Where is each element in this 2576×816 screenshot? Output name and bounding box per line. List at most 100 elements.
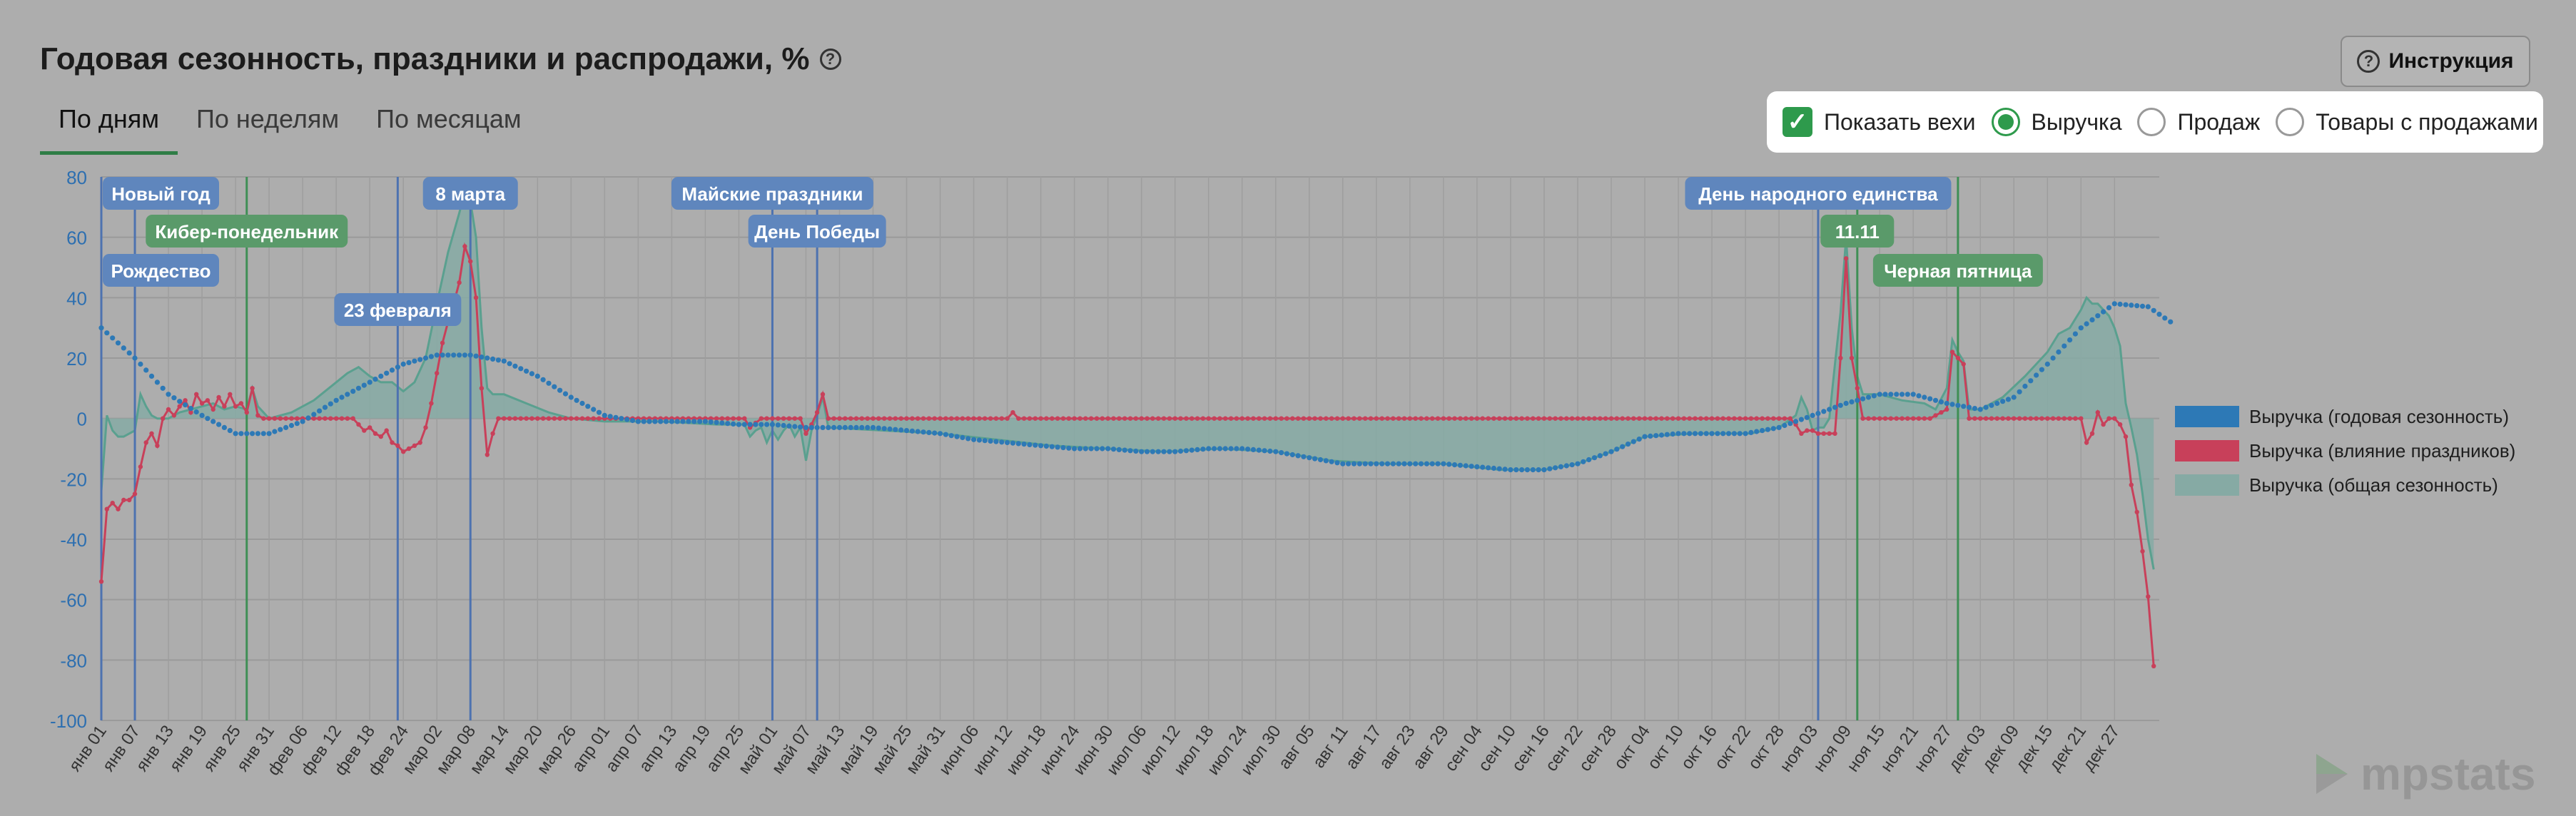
annual-point (1172, 449, 1178, 454)
legend-item-annual[interactable]: Выручка (годовая сезонность) (2175, 399, 2515, 434)
annual-point (786, 423, 792, 429)
holiday-point (1301, 416, 1307, 421)
holiday-point (1267, 416, 1273, 421)
holiday-point (1726, 416, 1731, 421)
annual-point (322, 404, 328, 410)
annual-point (1474, 464, 1480, 470)
holiday-point (1055, 416, 1060, 421)
annual-point (1469, 464, 1474, 469)
holiday-point (1077, 416, 1082, 421)
annual-point (769, 422, 775, 427)
annual-point (747, 422, 753, 427)
holiday-point (1642, 416, 1648, 421)
holiday-point (853, 416, 859, 421)
annual-point (255, 431, 260, 437)
holiday-point (98, 579, 104, 584)
holiday-point (786, 416, 792, 421)
holiday-point (1933, 413, 1938, 418)
annual-point (741, 422, 747, 427)
chart-title: Годовая сезонность, праздники и распрода… (40, 41, 841, 77)
annual-point (954, 434, 960, 439)
milestone-label: День народного единства (1685, 177, 1952, 210)
annual-point (2139, 303, 2146, 309)
radio-items-with-sales[interactable]: Товары с продажами (2276, 108, 2538, 136)
holiday-point (1911, 416, 1916, 421)
holiday-point (1513, 416, 1518, 421)
annual-point (1508, 467, 1513, 473)
holiday-point (999, 416, 1005, 421)
holiday-point (228, 392, 233, 397)
annual-point (1144, 449, 1150, 454)
holiday-point (820, 392, 826, 397)
annual-point (1279, 450, 1284, 456)
holiday-point (1525, 416, 1530, 421)
holiday-points (98, 244, 2156, 668)
holiday-point (938, 416, 943, 421)
holiday-point (803, 431, 808, 436)
milestone-label-text: Новый год (111, 183, 211, 205)
annual-point (1871, 393, 1877, 399)
tab-weeks[interactable]: По неделям (196, 104, 340, 133)
annual-point (988, 438, 993, 444)
holiday-point (1122, 416, 1127, 421)
annual-point (2134, 303, 2140, 309)
annual-point (646, 419, 652, 424)
holiday-point (1100, 416, 1105, 421)
legend-label-holidays: Выручка (влияние праздников) (2249, 439, 2516, 461)
holiday-point (423, 425, 428, 430)
radio-revenue[interactable]: Выручка (1991, 108, 2121, 136)
annual-point (552, 384, 557, 389)
holiday-point (1547, 416, 1552, 421)
annual-point (2095, 313, 2101, 319)
holiday-point (574, 416, 579, 421)
legend-item-overall[interactable]: Выручка (общая сезонность) (2175, 468, 2515, 502)
annual-point (534, 373, 540, 379)
annual-point (602, 412, 607, 419)
milestone-label: Майские праздники (671, 177, 873, 210)
holiday-point (278, 416, 283, 421)
tab-days[interactable]: По дням (40, 100, 178, 155)
annual-point (2028, 378, 2034, 384)
tab-months[interactable]: По месяцам (376, 104, 522, 133)
annual-point (2151, 307, 2156, 313)
annual-point (663, 419, 669, 424)
legend-item-holidays[interactable]: Выручка (влияние праздников) (2175, 434, 2515, 468)
annual-point (1776, 424, 1782, 431)
annual-point (305, 415, 311, 421)
annual-point (1977, 407, 1983, 412)
annual-point (1357, 461, 1362, 466)
holiday-point (199, 401, 205, 406)
holiday-point (345, 416, 350, 421)
annual-point (1815, 411, 1821, 417)
holiday-point (1094, 416, 1100, 421)
annual-point (903, 428, 910, 434)
annual-point (1127, 448, 1133, 454)
radio-sales[interactable]: Продаж (2137, 108, 2260, 136)
annual-point (1894, 392, 1900, 397)
holiday-point (1519, 416, 1524, 421)
annual-point (1726, 431, 1732, 437)
annual-point (1245, 447, 1251, 452)
annual-point (2084, 321, 2089, 327)
annual-point (1899, 392, 1905, 397)
annual-point (982, 438, 988, 444)
milestone-label-text: День Победы (754, 221, 880, 243)
holiday-point (898, 416, 903, 421)
annual-point (495, 357, 502, 363)
annual-point (412, 358, 417, 364)
annual-point (121, 345, 126, 351)
holiday-point (233, 404, 238, 409)
holiday-point (1743, 416, 1748, 421)
question-icon[interactable]: ? (819, 49, 841, 70)
milestone-label: 8 марта (422, 177, 518, 210)
holiday-point (1430, 416, 1435, 421)
holiday-point (1279, 416, 1284, 421)
annual-point (708, 419, 714, 425)
annual-point (1491, 465, 1496, 471)
instruction-button[interactable]: ? Инструкция (2341, 36, 2530, 87)
holiday-point (1273, 416, 1279, 421)
holiday-point (1631, 416, 1636, 421)
annual-point (1760, 428, 1765, 434)
holiday-point (328, 416, 333, 421)
show-milestones-checkbox[interactable]: ✓ Показать вехи (1783, 107, 1976, 137)
